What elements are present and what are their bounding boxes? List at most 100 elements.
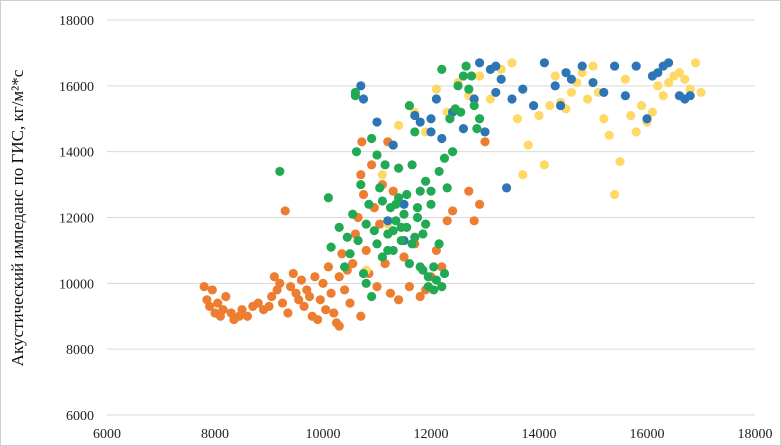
data-point-s1-30: [604, 130, 614, 140]
data-point-s1-29: [599, 114, 609, 124]
data-point-s1-47: [696, 87, 706, 98]
data-point-s1-11: [485, 94, 495, 104]
data-point-s2-3: [388, 140, 398, 150]
data-point-s0-35: [313, 314, 323, 325]
data-point-s2-6: [415, 117, 425, 127]
data-point-s0-5: [213, 298, 223, 308]
data-point-s0-43: [334, 272, 344, 282]
data-point-s1-3: [394, 120, 404, 130]
data-point-s3-39: [431, 275, 441, 285]
data-point-s0-21: [275, 278, 285, 288]
data-point-s1-41: [664, 77, 674, 88]
data-point-s1-45: [685, 84, 695, 94]
data-point-s3-51: [469, 100, 479, 111]
x-tick-label-4: 14000: [522, 427, 557, 442]
series-0: [199, 137, 490, 331]
data-point-s3-40: [434, 239, 444, 249]
data-point-s3-6: [345, 249, 355, 259]
data-point-s1-38: [647, 107, 658, 117]
data-point-s2-26: [566, 74, 577, 84]
data-point-s2-30: [610, 61, 620, 71]
data-point-s2-37: [664, 58, 674, 68]
data-point-s3-54: [437, 64, 447, 74]
data-point-s3-74: [456, 107, 466, 117]
data-point-s2-14: [480, 127, 490, 137]
data-point-s0-79: [480, 137, 490, 147]
data-point-s1-27: [588, 61, 598, 71]
data-point-s1-13: [507, 58, 517, 68]
x-tick-labels: 6000 8000 10000 12000 14000 16000 18000: [93, 427, 773, 442]
data-point-s1-6: [431, 84, 441, 94]
data-point-s3-14: [364, 199, 374, 209]
data-point-s0-40: [326, 288, 336, 298]
data-point-s2-27: [577, 61, 587, 71]
data-point-s1-19: [545, 100, 555, 111]
y-tick-label-6: 18000: [59, 14, 94, 29]
data-point-s0-7: [218, 305, 228, 315]
data-point-s1-25: [577, 68, 587, 78]
data-point-s0-23: [280, 206, 290, 216]
data-point-s3-11: [356, 179, 366, 190]
data-point-s0-48: [348, 258, 358, 269]
data-point-s3-1: [323, 193, 333, 203]
data-point-s2-44: [491, 61, 501, 71]
data-point-s0-81: [356, 311, 366, 321]
data-point-s3-30: [407, 160, 417, 170]
data-point-s0-65: [394, 295, 404, 305]
y-tick-label-0: 6000: [66, 409, 94, 424]
data-point-s1-40: [658, 91, 668, 101]
data-point-s0-69: [415, 291, 425, 302]
data-point-s3-72: [429, 262, 439, 272]
data-point-s1-1: [377, 170, 387, 180]
data-point-s3-63: [367, 291, 377, 302]
data-point-s1-10: [475, 71, 485, 81]
data-point-s2-43: [426, 114, 436, 124]
x-tick-label-2: 10000: [306, 427, 341, 442]
data-point-s0-78: [475, 199, 485, 209]
data-point-s3-0: [275, 166, 285, 177]
data-point-s3-27: [399, 209, 409, 219]
data-point-s3-26: [396, 235, 406, 246]
data-point-s0-2: [205, 301, 215, 311]
data-point-s1-26: [583, 94, 593, 104]
data-point-s3-71: [418, 229, 428, 239]
x-tick-label-6: 18000: [738, 427, 773, 442]
data-point-s3-79: [421, 176, 431, 186]
data-point-s3-12: [358, 268, 369, 279]
data-point-s3-46: [453, 81, 463, 91]
data-point-s2-31: [620, 91, 631, 101]
data-point-s3-77: [350, 87, 360, 98]
data-point-s3-70: [412, 203, 423, 213]
data-point-s3-47: [458, 71, 468, 81]
data-point-s3-19: [377, 252, 387, 262]
data-point-s0-63: [385, 288, 396, 298]
data-point-s2-9: [437, 133, 447, 144]
series-3: [275, 61, 485, 302]
data-point-s2-18: [502, 183, 512, 193]
data-point-s0-30: [299, 301, 309, 311]
data-point-s0-26: [288, 268, 298, 279]
y-tick-labels: 6000 8000 10000 12000 14000 16000 18000: [59, 14, 94, 424]
x-tick-label-3: 12000: [414, 427, 449, 442]
data-point-s3-67: [396, 222, 406, 232]
data-point-s1-34: [626, 110, 636, 121]
data-point-s2-19: [507, 94, 517, 104]
x-tick-label-0: 6000: [93, 427, 121, 442]
data-point-s0-38: [321, 305, 331, 315]
data-point-s2-22: [539, 58, 550, 68]
data-point-s3-64: [361, 278, 371, 288]
data-point-s0-18: [267, 291, 277, 302]
data-point-s3-42: [439, 268, 450, 279]
data-point-s1-18: [539, 160, 550, 170]
data-point-s2-35: [653, 68, 663, 78]
data-point-s3-15: [367, 133, 377, 144]
data-point-s0-19: [269, 272, 279, 282]
data-point-s1-32: [615, 156, 625, 167]
data-point-s2-13: [475, 58, 485, 68]
data-point-s0-47: [345, 298, 355, 308]
data-point-s2-32: [631, 61, 641, 71]
data-point-s3-60: [388, 226, 398, 236]
data-point-s3-37: [426, 199, 436, 209]
x-tick-label-5: 16000: [630, 427, 665, 442]
data-point-s0-25: [286, 282, 296, 292]
